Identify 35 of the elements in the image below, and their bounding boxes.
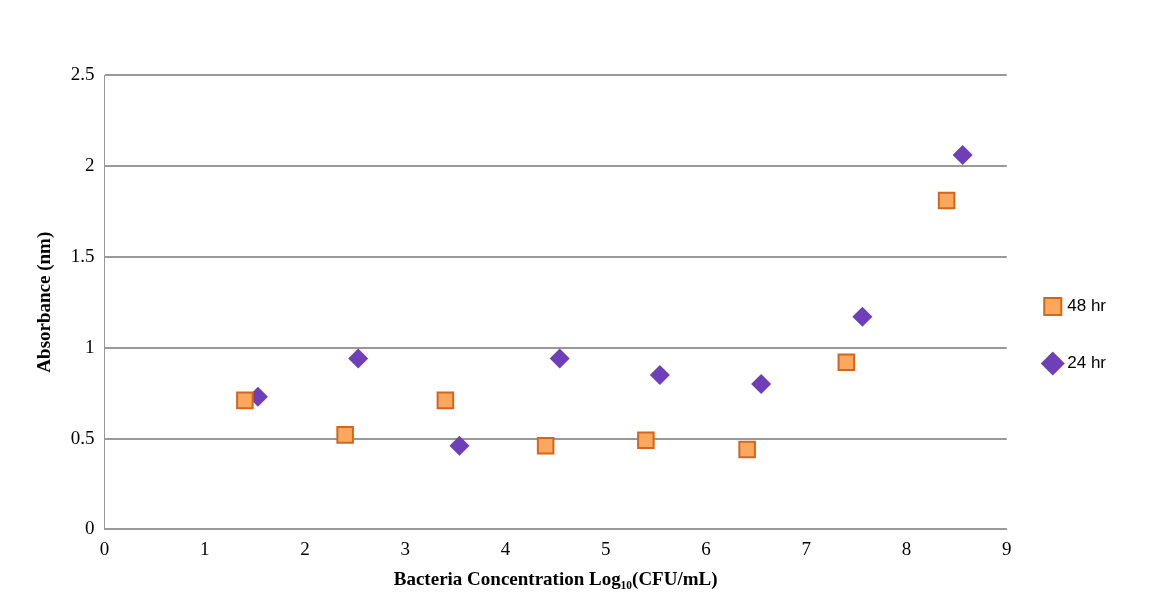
legend-label: 48 hr [1067,296,1107,316]
x-tick-label: 4 [500,537,511,559]
y-tick-label: 1.5 [70,244,95,266]
x-tick-label: 7 [801,537,812,559]
point [937,191,956,210]
y-tick-label: 0.5 [70,426,95,448]
point [336,426,354,444]
point [536,437,555,455]
point [852,306,873,327]
point [649,364,670,385]
point [549,348,570,369]
x-tick-label: 6 [701,537,711,559]
x-tick-label: 5 [601,537,611,559]
y-tick-label: 0 [85,517,95,539]
x-axis-title: Bacteria Concentration Log₁₀(CFU/mL) [393,567,718,590]
x-tick-label: 3 [400,537,411,559]
x-tick-label: 1 [200,537,210,559]
point [738,440,756,459]
point [436,391,455,410]
point [236,391,254,410]
y-tick-label: 1 [85,335,95,357]
point [449,435,470,456]
legend-label: 24 hr [1067,353,1107,373]
x-tick-label: 9 [1002,537,1012,559]
point [348,348,369,369]
y-tick-label: 2 [85,153,95,175]
point [952,144,973,165]
x-tick-label: 0 [99,537,110,559]
y-tick-label: 2.5 [70,62,95,84]
point [751,373,772,394]
y-axis-title: Absorbance (nm) [33,231,56,373]
point [637,431,655,450]
point [837,353,856,371]
x-tick-label: 8 [901,537,912,559]
x-tick-label: 2 [300,537,310,559]
